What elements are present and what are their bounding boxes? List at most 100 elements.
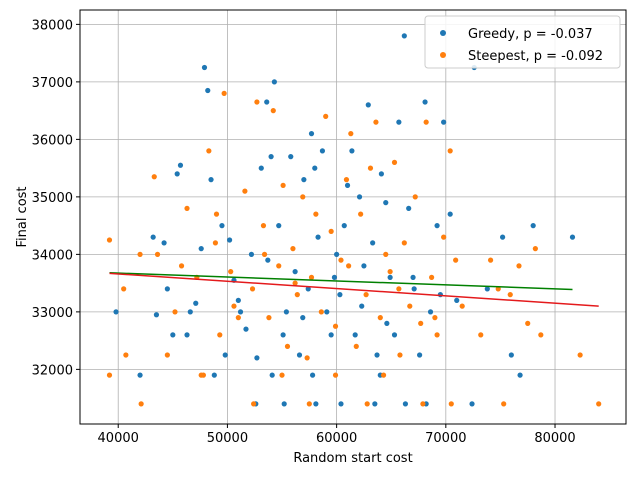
data-point (372, 401, 378, 407)
data-point (154, 251, 161, 257)
data-point (276, 263, 282, 269)
data-point (332, 372, 339, 378)
x-tick-label: 70000 (425, 431, 466, 446)
data-point (331, 274, 338, 280)
data-point (292, 280, 298, 286)
data-point (422, 99, 428, 105)
data-point (324, 309, 330, 315)
data-point (300, 315, 306, 321)
data-point (418, 320, 424, 326)
data-point (309, 372, 316, 378)
data-point (294, 292, 300, 298)
data-point (569, 234, 576, 240)
data-point (447, 148, 453, 154)
data-point (249, 286, 256, 292)
data-point (237, 309, 244, 315)
data-point (178, 263, 185, 269)
data-point (434, 332, 440, 338)
data-point (397, 352, 403, 358)
y-tick-label: 32000 (32, 363, 73, 378)
data-point (200, 372, 206, 378)
data-point (290, 246, 296, 252)
data-point (235, 315, 241, 321)
data-point (429, 274, 435, 280)
data-point (441, 234, 447, 240)
data-point (484, 286, 490, 292)
data-point (434, 223, 440, 229)
data-point (437, 292, 443, 298)
x-tick-label: 50000 (207, 431, 248, 446)
data-point (221, 90, 227, 96)
data-point (308, 274, 315, 280)
data-point (401, 33, 407, 39)
data-point (227, 237, 233, 243)
data-point (346, 263, 352, 269)
data-point (213, 211, 220, 217)
data-point (343, 177, 350, 183)
data-point (265, 257, 271, 263)
data-point (319, 148, 326, 154)
data-point (417, 352, 423, 358)
data-point (538, 332, 544, 338)
y-tick-label: 34000 (32, 248, 73, 263)
data-point (358, 211, 364, 217)
data-point (164, 352, 170, 358)
data-point (334, 251, 340, 257)
data-point (254, 355, 260, 361)
data-point (184, 332, 190, 338)
legend-label-greedy: Greedy, p = -0.037 (468, 27, 593, 42)
data-point (332, 323, 339, 329)
data-point (411, 286, 417, 292)
data-point (205, 87, 211, 94)
data-point (508, 352, 514, 358)
data-point (266, 315, 272, 321)
data-point (432, 315, 438, 321)
data-point (380, 372, 387, 378)
data-point (318, 309, 324, 315)
y-axis-label: Final cost (15, 186, 30, 247)
data-point (391, 332, 398, 338)
grid (80, 10, 626, 424)
data-point (243, 326, 249, 332)
y-tick-label: 36000 (32, 133, 73, 148)
data-point (530, 223, 536, 229)
data-point (459, 303, 465, 309)
data-point (500, 234, 506, 240)
x-tick-label: 80000 (534, 431, 575, 446)
data-point (280, 182, 286, 188)
data-point (161, 240, 167, 246)
data-point (313, 211, 319, 217)
axis-ticks: 40000 50000 60000 70000 80000 32000 33000 34000… (32, 18, 576, 446)
data-point (352, 332, 358, 338)
data-point (219, 223, 225, 229)
data-point (138, 401, 144, 407)
data-point (174, 171, 180, 177)
legend-box (424, 15, 621, 69)
data-point (374, 352, 380, 358)
data-point (356, 194, 363, 200)
data-point (387, 269, 393, 275)
data-point (137, 251, 143, 257)
data-point (441, 119, 447, 125)
data-point (396, 286, 402, 292)
data-point (269, 372, 275, 378)
data-point (254, 99, 260, 105)
data-point (370, 240, 376, 246)
data-point (172, 309, 178, 315)
data-point (338, 257, 344, 263)
data-point (353, 343, 359, 349)
data-point (113, 309, 119, 315)
y-tick-label: 38000 (32, 18, 73, 33)
data-point (313, 401, 319, 407)
data-point (164, 286, 170, 292)
data-point (517, 372, 523, 378)
data-point (423, 119, 429, 125)
data-point (304, 355, 310, 361)
data-point (150, 234, 156, 240)
data-point (454, 297, 460, 303)
data-point (525, 320, 531, 326)
data-point (383, 251, 389, 257)
legend-marker-greedy (440, 30, 446, 36)
data-point (341, 223, 347, 229)
